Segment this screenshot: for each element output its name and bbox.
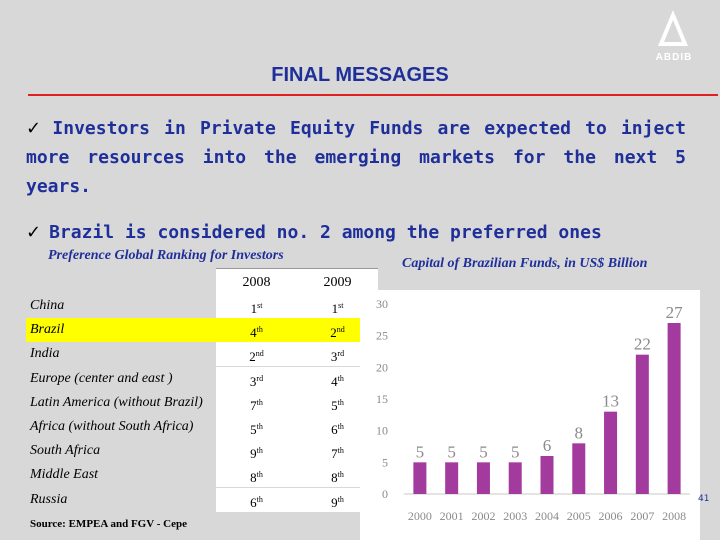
table-row: Middle East 8th 8th — [26, 463, 378, 488]
y-tick-label: 5 — [382, 455, 388, 469]
rank-2008: 6th — [250, 494, 263, 510]
rank-2009: 7th — [331, 446, 344, 462]
bar — [635, 354, 649, 494]
row-ranks: 8th 8th — [216, 463, 378, 488]
source-note: Source: EMPEA and FGV - Cepe — [30, 518, 187, 530]
x-tick-label: 2007 — [630, 509, 654, 523]
row-label: India — [30, 346, 60, 362]
abdib-logo-icon — [640, 4, 706, 68]
rank-2008: 1st — [250, 301, 263, 316]
rank-2009: 2nd — [330, 325, 345, 341]
row-ranks: 4th 2nd — [216, 318, 378, 343]
data-label: 8 — [575, 423, 584, 442]
rank-2008: 4th — [250, 325, 263, 341]
rank-2008: 9th — [250, 446, 263, 462]
row-ranks: 3rd 4th — [216, 366, 378, 391]
rank-2008: 5th — [250, 422, 263, 437]
row-ranks: 5th 6th — [216, 415, 378, 439]
data-label: 6 — [543, 436, 552, 455]
rank-2009: 3rd — [330, 349, 345, 365]
page-number: 41 — [698, 494, 710, 504]
y-tick-label: 10 — [376, 424, 388, 438]
table-row: South Africa 9th 7th — [26, 439, 378, 464]
header-2009: 2009 — [323, 275, 352, 290]
header-2008: 2008 — [242, 275, 271, 290]
x-tick-label: 2006 — [599, 509, 623, 523]
bar — [604, 411, 618, 494]
y-tick-label: 15 — [376, 392, 388, 406]
title-divider — [28, 94, 718, 96]
bullet-text: Brazil is considered no. 2 among the pre… — [49, 222, 602, 243]
table-row: India 2nd 3rd — [26, 342, 378, 367]
check-icon: ✓ — [26, 118, 45, 139]
data-label: 27 — [666, 303, 684, 322]
rank-2008: 8th — [250, 470, 263, 486]
row-ranks: 1st 1st — [216, 294, 378, 318]
capital-bar-chart: 0 5 10 15 20 25 30 5 2000 5 2001 5 2002 5 2003 6 2004 8 20… — [360, 290, 700, 540]
rank-2009: 9th — [331, 494, 344, 510]
row-label: China — [30, 298, 65, 313]
rank-2009: 1st — [331, 301, 344, 316]
row-label: Africa (without South Africa) — [30, 419, 194, 434]
rank-2009: 6th — [331, 422, 344, 437]
bar — [476, 462, 490, 494]
x-tick-label: 2004 — [535, 509, 559, 523]
rank-2008: 2nd — [249, 349, 264, 365]
table-row: Russia 6th 9th — [26, 487, 378, 512]
data-label: 5 — [416, 442, 425, 461]
bar — [572, 443, 586, 494]
data-label: 22 — [634, 335, 651, 354]
bar — [413, 462, 427, 494]
row-ranks: 9th 7th — [216, 439, 378, 464]
x-tick-label: 2003 — [503, 509, 527, 523]
x-tick-label: 2005 — [567, 509, 591, 523]
row-label: Middle East — [30, 467, 99, 483]
table-row: Europe (center and east ) 3rd 4th — [26, 366, 378, 391]
x-tick-label: 2000 — [408, 509, 432, 523]
rank-2009: 8th — [331, 470, 344, 486]
data-label: 5 — [447, 442, 456, 461]
table-row: Brazil 4th 2nd — [26, 318, 378, 343]
y-tick-label: 20 — [376, 360, 388, 374]
data-label: 13 — [602, 392, 619, 411]
table-row: Africa (without South Africa) 5th 6th — [26, 415, 378, 439]
row-label: Brazil — [30, 322, 65, 338]
data-label: 5 — [511, 442, 520, 461]
bullet-text: Investors in Private Equity Funds are ex… — [26, 118, 686, 197]
chart-svg: 0 5 10 15 20 25 30 5 2000 5 2001 5 2002 5 2003 6 2004 8 20… — [376, 297, 690, 523]
data-label: 5 — [479, 442, 488, 461]
row-label: Latin America (without Brazil) — [30, 394, 203, 410]
y-tick-label: 0 — [382, 487, 388, 501]
row-ranks: 6th 9th — [216, 487, 378, 512]
table-header: 2008 2009 — [216, 268, 378, 294]
x-tick-label: 2001 — [440, 509, 464, 523]
check-icon: ✓ — [26, 222, 42, 243]
bar — [445, 462, 459, 494]
row-label: South Africa — [30, 443, 101, 459]
logo-text: ABDIB — [655, 52, 693, 63]
table-row: China 1st 1st — [26, 294, 378, 318]
rank-2009: 4th — [331, 373, 344, 389]
bar — [508, 462, 522, 494]
rank-2008: 7th — [250, 397, 263, 413]
chart-caption: Capital of Brazilian Funds, in US$ Billi… — [402, 256, 648, 271]
row-ranks: 7th 5th — [216, 390, 378, 415]
x-tick-label: 2008 — [662, 509, 686, 523]
rank-2009: 5th — [331, 397, 344, 413]
y-tick-label: 30 — [376, 297, 388, 311]
row-label: Russia — [30, 491, 68, 507]
page-title: FINAL MESSAGES — [271, 64, 449, 86]
bullet-investors: ✓ Investors in Private Equity Funds are e… — [26, 114, 686, 201]
rank-2008: 3rd — [249, 373, 264, 389]
y-tick-label: 25 — [376, 329, 388, 343]
table-row: Latin America (without Brazil) 7th 5th — [26, 390, 378, 415]
row-ranks: 2nd 3rd — [216, 342, 378, 367]
row-label: Europe (center and east ) — [30, 370, 173, 386]
bullet-brazil: ✓ Brazil is considered no. 2 among the pr… — [26, 218, 686, 247]
x-tick-label: 2002 — [471, 509, 495, 523]
bar — [540, 456, 554, 494]
bar — [667, 323, 681, 494]
table-caption: Preference Global Ranking for Investors — [48, 248, 284, 263]
logo — [640, 4, 706, 68]
